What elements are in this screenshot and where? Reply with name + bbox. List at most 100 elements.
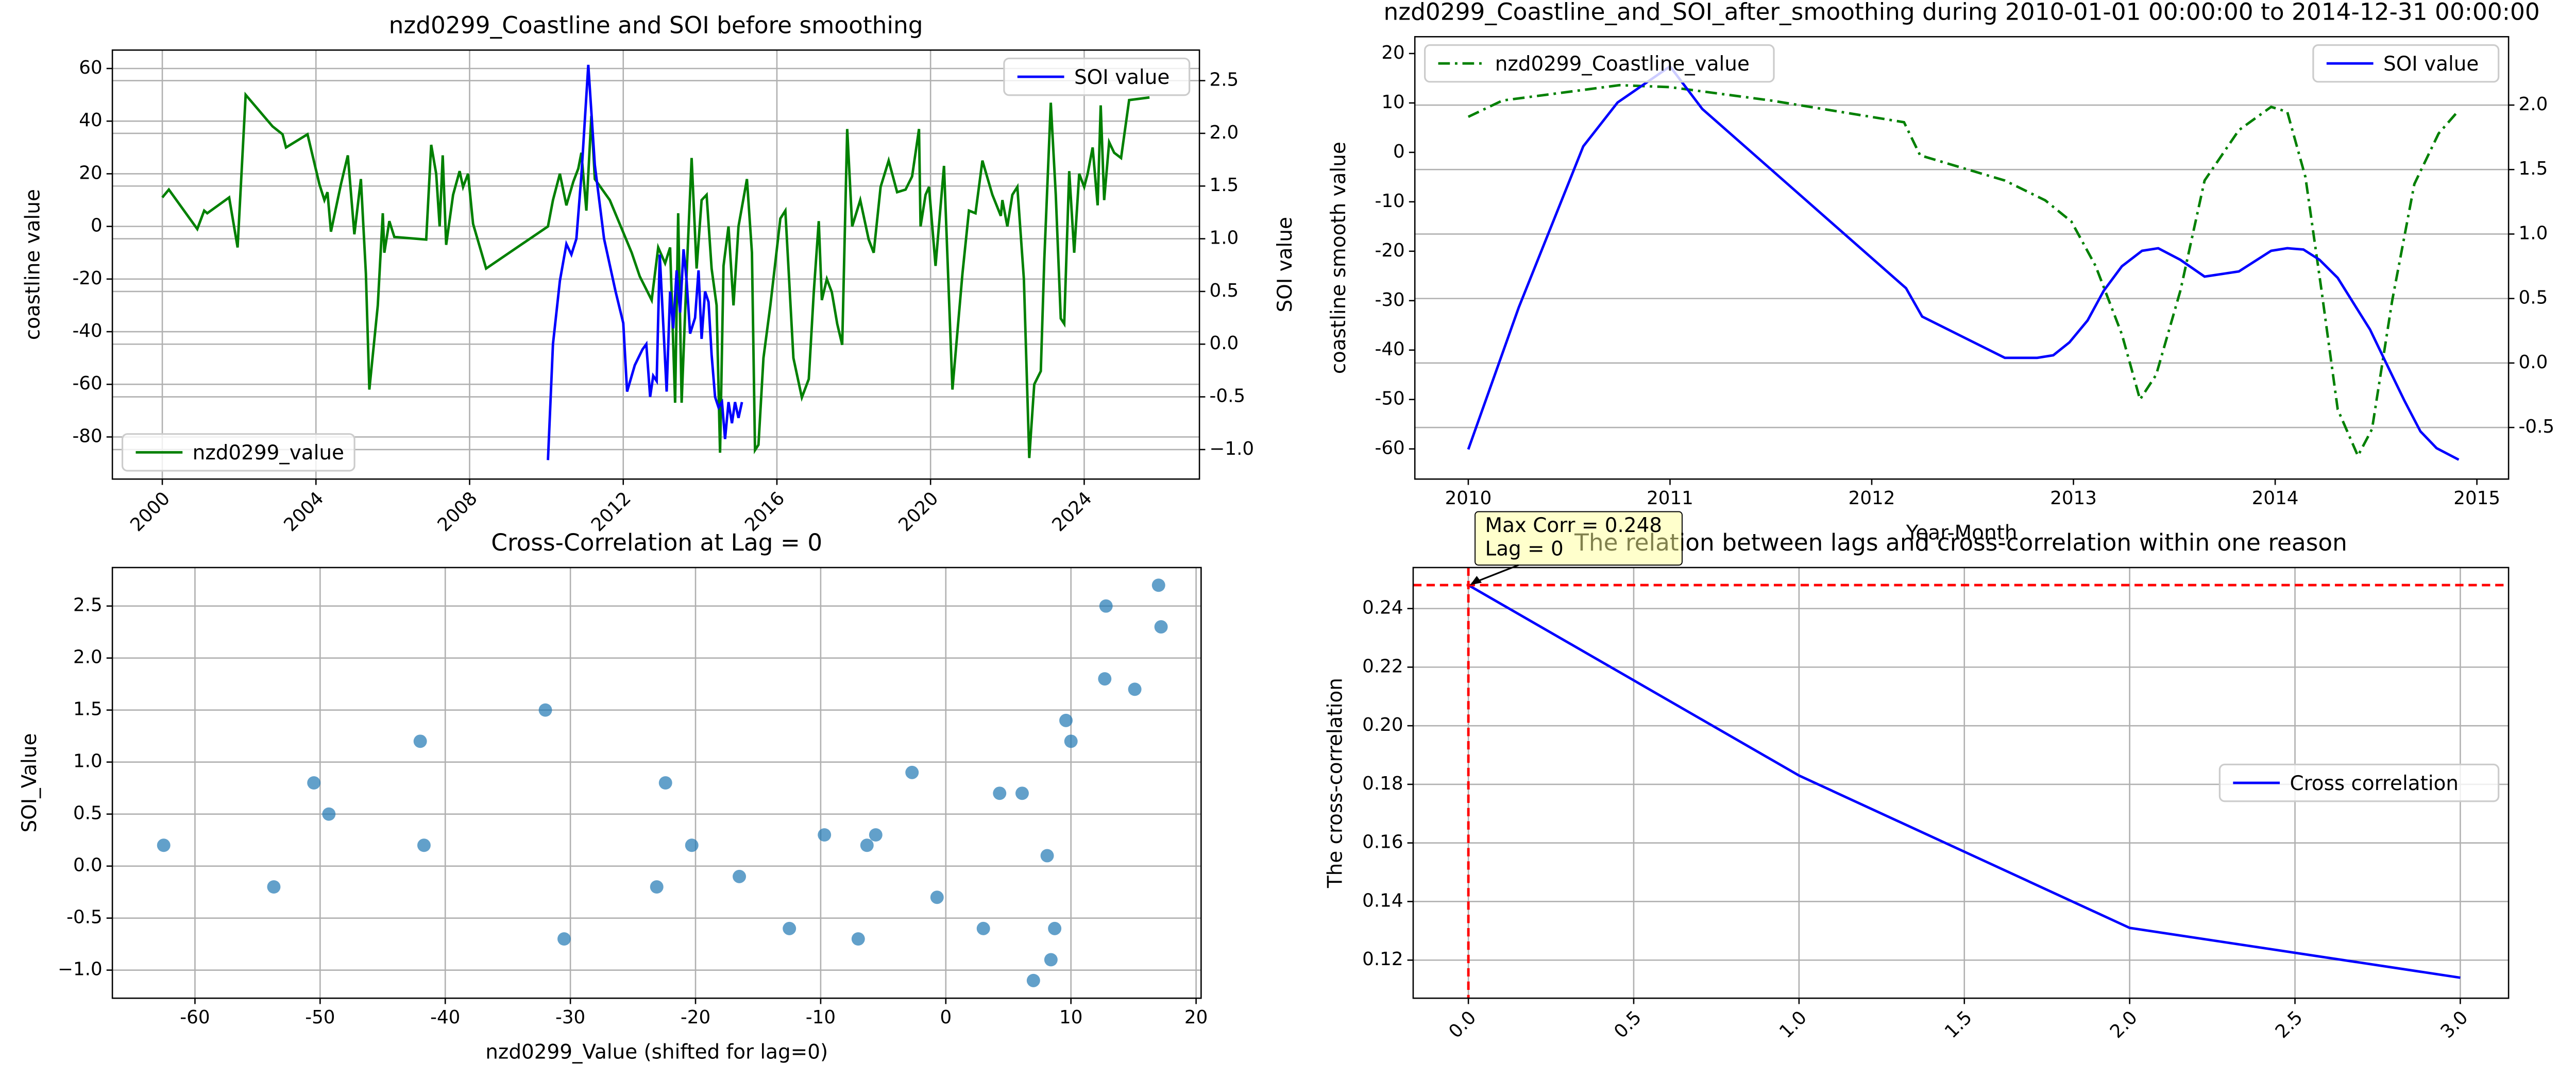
scatter-point [905,765,919,779]
y-tick-label: -20 [72,268,102,289]
legend-box [1003,57,1191,96]
axes-frame [1412,567,2510,999]
ticks: 0.0 0.5 1.0 1.5 2.0 2.5 3.0 0.12 0.14 0.16 0.18 0.2… [1362,597,2472,1042]
scatter-point [1044,953,1058,967]
y-tick-label: 1.5 [73,699,103,720]
scatter-point [1026,973,1040,987]
x-tick-label: -10 [806,1007,836,1028]
scatter-point [851,932,865,946]
legend-box [1424,44,1775,83]
x-tick-label: -40 [430,1007,460,1028]
y-axis-label: coastline value [21,189,44,340]
y-tick-label: -0.5 [66,907,103,928]
subplot: 2010 2011 2012 2013 2014 2015-60-50-40-30-20-… [1327,0,2554,545]
scatter-point [413,734,427,748]
scatter-point [538,703,552,717]
legend: SOI value [2312,44,2500,83]
x-tick-label: -20 [681,1007,710,1028]
scatter-point [1099,599,1113,613]
legend-label: nzd0299_value [193,441,344,465]
y2-tick-label: 1.0 [1210,228,1239,249]
y-tick-label: -30 [1375,289,1405,311]
legend-box [121,433,355,472]
y2-axis-label: SOI value [1274,217,1297,312]
y2-tick-label: 0.5 [1210,280,1239,301]
legend: nzd0299_Coastline_value [1424,44,1775,83]
legend: SOI value [1003,57,1191,96]
y-tick-label: 0.12 [1362,949,1403,970]
scatter-point [157,838,171,852]
y-axis-label: SOI_Value [18,733,41,833]
x-tick-label: 0.0 [1445,1007,1480,1042]
x-tick-label: -60 [180,1007,210,1028]
y-tick-label: -40 [72,320,102,341]
x-tick-label: 20 [1184,1007,1208,1028]
y-tick-label: -20 [1375,240,1405,261]
scatter-point [1064,734,1078,748]
legend-box [2312,44,2500,83]
y-tick-label: 2.0 [73,647,103,668]
scatter-point [685,838,699,852]
y-tick-label: 2.5 [73,595,103,616]
scatter-point [930,890,944,904]
y-tick-label: 40 [79,110,102,131]
y-tick-label: -50 [1375,388,1405,409]
scatter-point [267,880,281,894]
scatter-point [1098,672,1112,686]
y2-tick-label: 2.5 [1210,70,1239,91]
y2-tick-label: 2.0 [2519,94,2548,115]
y-tick-label: 0.22 [1362,656,1403,677]
series-line [161,91,1150,458]
scatter-point [658,776,672,790]
x-axis-label: Year-Month [1906,522,2018,545]
y-tick-label: 1.0 [73,751,103,772]
scatter-point [1059,713,1073,727]
ticks: -60 -50 -40 -30 -20 -10 0 10 20 −1.0 -0.5 0.0 0.5 1.0… [58,595,1208,1028]
scatter-point [993,786,1007,800]
y-axis-label: coastline smooth value [1327,142,1350,374]
scatter-point [557,932,571,946]
y2-tick-label: 0.0 [2519,352,2548,373]
x-tick-label: 2013 [2050,488,2097,509]
y-tick-label: 0 [1393,141,1405,162]
plot-area [161,64,1150,460]
subplot: 2000 2004 2008 2012 2016 2020 2024-80-60-40-20… [21,11,1297,536]
chart-title: Cross-Correlation at Lag = 0 [491,529,822,556]
x-tick-label: 2020 [894,488,942,536]
axes-frame [111,567,1202,999]
scatter-point [307,776,321,790]
annotation-arrowhead [1470,576,1482,586]
series-line [547,64,743,460]
y-tick-label: 60 [79,57,102,78]
scatter-point [1154,620,1168,634]
x-tick-label: 2015 [2453,488,2500,509]
y-tick-label: -60 [72,373,102,394]
x-tick-label: 2010 [1445,488,1492,509]
x-tick-label: -50 [305,1007,335,1028]
x-tick-label: 1.5 [1941,1007,1976,1042]
x-tick-label: 2011 [1647,488,1693,509]
x-tick-label: 0 [940,1007,952,1028]
y-tick-label: 0.24 [1362,597,1403,619]
legend-box [2218,763,2500,802]
legend-label: SOI value [2383,53,2479,76]
x-axis-label: nzd0299_Value (shifted for lag=0) [485,1041,828,1064]
y-tick-label: -60 [1375,438,1405,459]
scatter-point [860,838,874,852]
legend-label: nzd0299_Coastline_value [1495,53,1750,76]
x-tick-label: 3.0 [2437,1007,2472,1042]
axes-frame [111,49,1200,480]
y-tick-label: 20 [79,162,102,183]
scatter-point [322,807,336,821]
scatter-point [818,828,832,842]
y2-tick-label: −1.0 [1210,438,1255,459]
x-tick-label: 2012 [1849,488,1895,509]
y2-tick-label: 0.5 [2519,287,2548,308]
series-line [1467,584,2461,979]
scatter-point [650,880,664,894]
series-line [1467,64,2460,461]
x-tick-label: 2004 [280,488,328,536]
